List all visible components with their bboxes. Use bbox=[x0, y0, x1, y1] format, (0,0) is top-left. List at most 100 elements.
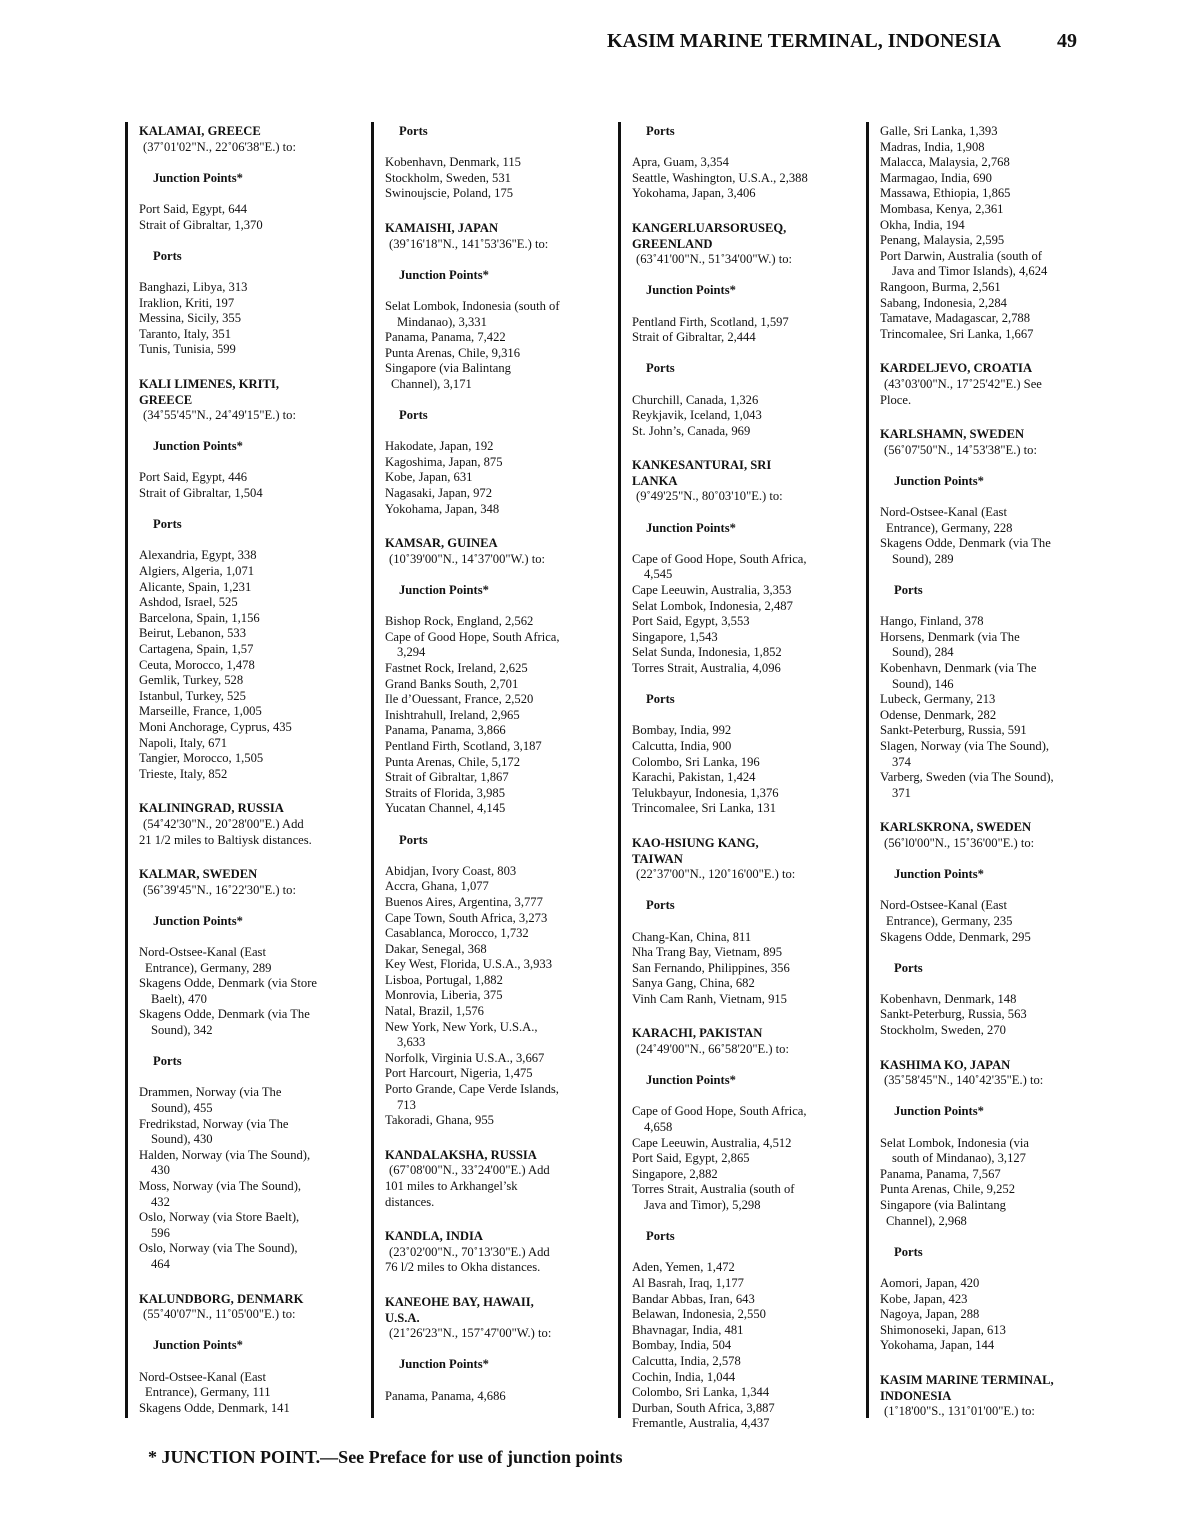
section-subheading: Ports bbox=[646, 1229, 675, 1244]
distance-line: Nord-Ostsee-Kanal (East bbox=[880, 505, 1007, 520]
distance-line: Yokohama, Japan, 3,406 bbox=[632, 186, 756, 201]
distance-line: Rangoon, Burma, 2,561 bbox=[880, 279, 1001, 294]
distance-line: Fredrikstad, Norway (via The bbox=[139, 1116, 289, 1131]
section-subheading: Junction Points* bbox=[399, 583, 489, 598]
distance-line: Strait of Gibraltar, 1,504 bbox=[139, 486, 263, 501]
distance-line: Tamatave, Madagascar, 2,788 bbox=[880, 311, 1031, 326]
distance-line: Odense, Denmark, 282 bbox=[880, 707, 997, 722]
distance-line: Vinh Cam Ranh, Vietnam, 915 bbox=[632, 991, 787, 1006]
distance-line: 76 l/2 miles to Okha distances. bbox=[385, 1260, 541, 1275]
distance-line: Kobe, Japan, 631 bbox=[385, 470, 473, 485]
distance-line-continuation: 3,294 bbox=[397, 645, 426, 660]
distance-line: Al Basrah, Iraq, 1,177 bbox=[632, 1275, 744, 1290]
distance-line: Alexandria, Egypt, 338 bbox=[139, 548, 257, 563]
distance-line: Algiers, Algeria, 1,071 bbox=[139, 564, 255, 579]
distance-line: Nagasaki, Japan, 972 bbox=[385, 486, 493, 501]
coordinates: (35˚58'45"N., 140˚42'35"E.) to: bbox=[884, 1073, 1044, 1088]
distance-line: Napoli, Italy, 671 bbox=[139, 735, 228, 750]
distance-line: Punta Arenas, Chile, 5,172 bbox=[385, 754, 521, 769]
entry-heading: KARLSHAMN, SWEDEN bbox=[880, 427, 1025, 442]
entry-heading: KALI LIMENES, KRITI, bbox=[139, 376, 279, 391]
entry-heading: KANEOHE BAY, HAWAII, bbox=[385, 1294, 534, 1309]
distance-line: Cape Leeuwin, Australia, 3,353 bbox=[632, 583, 792, 598]
distance-line: Telukbayur, Indonesia, 1,376 bbox=[632, 785, 779, 800]
section-subheading: Junction Points* bbox=[646, 1073, 736, 1088]
distance-line: Lisboa, Portugal, 1,882 bbox=[385, 972, 503, 987]
distance-line: Kobenhavn, Denmark, 115 bbox=[385, 155, 521, 170]
distance-line-continuation: south of Mindanao), 3,127 bbox=[892, 1151, 1026, 1166]
distance-line: Tangier, Morocco, 1,505 bbox=[139, 751, 264, 766]
section-subheading: Junction Points* bbox=[153, 1338, 243, 1353]
entry-heading: KASHIMA KO, JAPAN bbox=[880, 1057, 1011, 1072]
distance-line: Yokohama, Japan, 348 bbox=[385, 501, 500, 516]
running-header-title: KASIM MARINE TERMINAL, INDONESIA bbox=[607, 30, 1002, 52]
distance-line: 21 1/2 miles to Baltiysk distances. bbox=[139, 832, 312, 847]
distance-line: Stockholm, Sweden, 531 bbox=[385, 170, 511, 185]
entry-heading: KALUNDBORG, DENMARK bbox=[139, 1291, 304, 1306]
entry-heading: KAO-HSIUNG KANG, bbox=[632, 835, 759, 850]
distance-line: Port Said, Egypt, 3,553 bbox=[632, 614, 750, 629]
distance-line: Sankt-Peterburg, Russia, 563 bbox=[880, 1007, 1027, 1022]
distance-line: Apra, Guam, 3,354 bbox=[632, 155, 729, 170]
coordinates: (1˚18'00"S., 131˚01'00"E.) to: bbox=[884, 1404, 1035, 1419]
distance-line: New York, New York, U.S.A., bbox=[385, 1019, 538, 1034]
distance-line: Slagen, Norway (via The Sound), bbox=[880, 738, 1050, 753]
entry-heading: KAMSAR, GUINEA bbox=[385, 536, 498, 551]
column-3: Ports Apra, Guam, 3,354 Seattle, Washingto… bbox=[618, 122, 857, 1430]
entry-heading: KARLSKRONA, SWEDEN bbox=[880, 820, 1032, 835]
entry-heading: KANGERLUARSORUSEQ, bbox=[632, 220, 787, 235]
entry-heading: TAIWAN bbox=[632, 851, 683, 866]
distance-line: Ceuta, Morocco, 1,478 bbox=[139, 657, 255, 672]
distance-line: Panama, Panama, 7,567 bbox=[880, 1166, 1001, 1181]
section-subheading: Ports bbox=[153, 1054, 182, 1069]
distance-line: Kobenhavn, Denmark, 148 bbox=[880, 991, 1017, 1006]
distance-line: Chang-Kan, China, 811 bbox=[632, 929, 752, 944]
entry-heading: INDONESIA bbox=[880, 1388, 952, 1403]
distance-line-continuation: Entrance), Germany, 289 bbox=[145, 960, 272, 975]
distance-line: Banghazi, Libya, 313 bbox=[139, 279, 248, 294]
distance-line: Halden, Norway (via The Sound), bbox=[139, 1147, 311, 1162]
coordinates: (9˚49'25"N., 80˚03'10"E.) to: bbox=[636, 489, 783, 504]
column-4: Galle, Sri Lanka, 1,393 Madras, India, 1,… bbox=[866, 122, 1105, 1418]
distance-line-continuation: 713 bbox=[397, 1097, 416, 1112]
distance-line: Selat Lombok, Indonesia (via bbox=[880, 1135, 1029, 1150]
distance-line: Strait of Gibraltar, 2,444 bbox=[632, 330, 756, 345]
section-subheading: Junction Points* bbox=[153, 439, 243, 454]
coordinates: (23˚02'00"N., 70˚13'30"E.) Add bbox=[389, 1244, 550, 1259]
distance-line: Strait of Gibraltar, 1,370 bbox=[139, 217, 263, 232]
entry-heading: KASIM MARINE TERMINAL, bbox=[880, 1372, 1054, 1387]
distance-line: Singapore (via Balintang bbox=[880, 1198, 1006, 1212]
distance-line-continuation: Entrance), Germany, 228 bbox=[886, 520, 1013, 535]
entry-heading: GREECE bbox=[139, 392, 193, 407]
distance-line: Pentland Firth, Scotland, 1,597 bbox=[632, 314, 789, 329]
distance-line: Port Harcourt, Nigeria, 1,475 bbox=[385, 1066, 533, 1081]
coordinates: (34˚55'45"N., 24˚49'15"E.) to: bbox=[143, 408, 296, 423]
distance-line: Bishop Rock, England, 2,562 bbox=[385, 614, 534, 629]
distance-line: Nord-Ostsee-Kanal (East bbox=[139, 945, 266, 960]
distance-line: Port Said, Egypt, 446 bbox=[139, 470, 248, 485]
distance-line: Fremantle, Australia, 4,437 bbox=[632, 1416, 770, 1431]
distance-line: Cape of Good Hope, South Africa, bbox=[632, 551, 807, 566]
section-subheading: Junction Points* bbox=[646, 520, 736, 535]
distance-line: Nha Trang Bay, Vietnam, 895 bbox=[632, 945, 783, 960]
distance-line: San Fernando, Philippines, 356 bbox=[632, 960, 790, 975]
section-subheading: Ports bbox=[894, 960, 923, 975]
section-subheading: Junction Points* bbox=[399, 1357, 489, 1372]
distance-line: Grand Banks South, 2,701 bbox=[385, 676, 519, 691]
distance-line: Cape of Good Hope, South Africa, bbox=[632, 1104, 807, 1119]
distance-line: Varberg, Sweden (via The Sound), bbox=[880, 770, 1054, 785]
distance-line: Colombo, Sri Lanka, 196 bbox=[632, 754, 760, 769]
distance-line-continuation: Channel), 3,171 bbox=[391, 376, 472, 391]
distance-line: Stockholm, Sweden, 270 bbox=[880, 1023, 1006, 1038]
entry-heading: GREENLAND bbox=[632, 236, 713, 251]
distance-line: Punta Arenas, Chile, 9,316 bbox=[385, 345, 521, 360]
distance-line: Torres Strait, Australia (south of bbox=[632, 1182, 795, 1197]
distance-line: Panama, Panama, 7,422 bbox=[385, 330, 506, 345]
distance-line: Skagens Odde, Denmark (via The bbox=[880, 536, 1051, 551]
entry-heading: KALMAR, SWEDEN bbox=[139, 867, 258, 882]
distance-line: Sanya Gang, China, 682 bbox=[632, 976, 755, 991]
footnote: * JUNCTION POINT.—See Preface for use of… bbox=[148, 1447, 623, 1467]
distance-line: Oslo, Norway (via The Sound), bbox=[139, 1241, 298, 1256]
distance-line: Galle, Sri Lanka, 1,393 bbox=[880, 124, 998, 138]
distance-line: Istanbul, Turkey, 525 bbox=[139, 688, 246, 703]
